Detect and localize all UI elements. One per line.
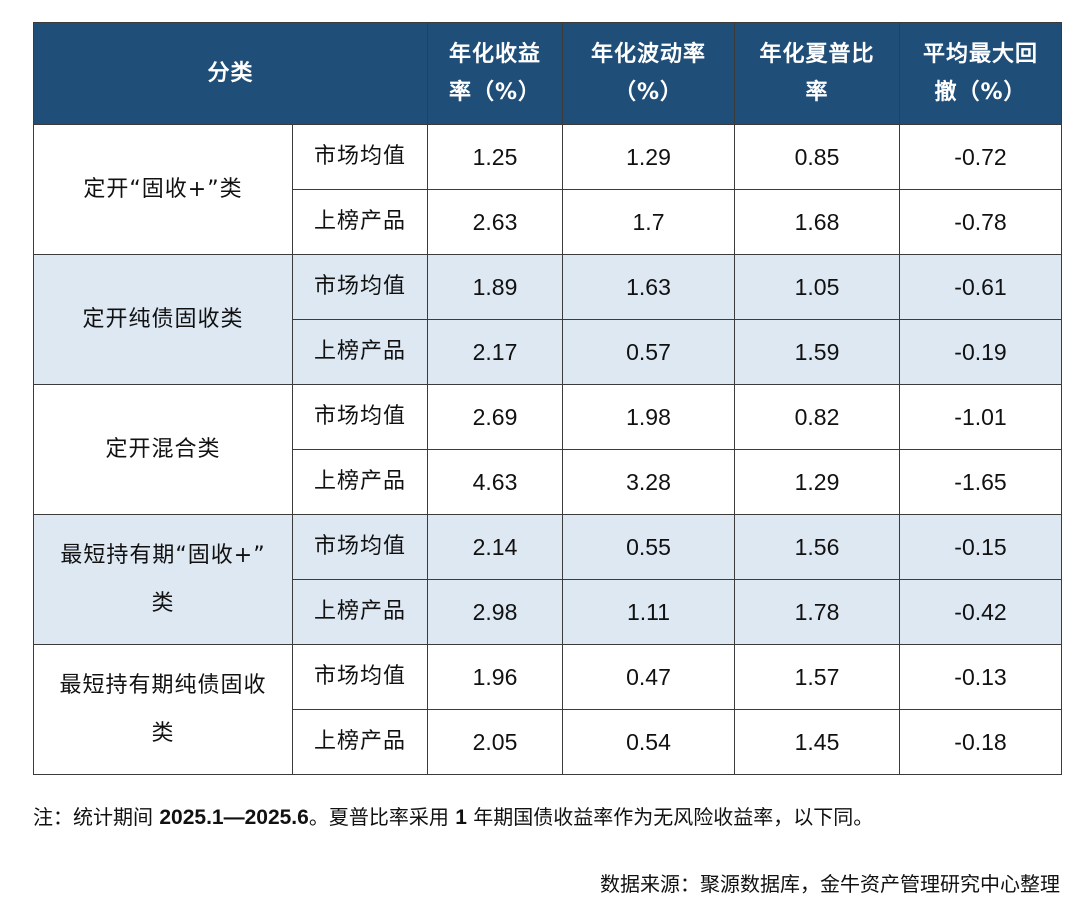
data-table: 分类 年化收益 率（%） 年化波动率 （%） 年化夏普比 率 平均最大回 撤（%… <box>32 22 1063 775</box>
annual-volatility-cell: 1.63 <box>562 254 736 320</box>
annual-volatility-cell: 0.55 <box>562 514 736 580</box>
header-category: 分类 <box>32 22 429 125</box>
annual-volatility-cell: 0.47 <box>562 644 736 710</box>
subcategory-cell: 市场均值 <box>291 384 429 450</box>
annual-return-cell: 2.14 <box>427 514 564 580</box>
subcategory-cell: 上榜产品 <box>291 449 429 515</box>
max-drawdown-cell: -0.18 <box>899 709 1063 775</box>
annual-return-cell: 2.05 <box>427 709 564 775</box>
sharpe-ratio-cell: 1.56 <box>734 514 901 580</box>
annual-volatility-cell: 0.57 <box>562 319 736 385</box>
category-cell: 最短持有期“固收+” 类 <box>33 514 293 645</box>
subcategory-cell: 市场均值 <box>291 514 429 580</box>
max-drawdown-cell: -0.15 <box>899 514 1063 580</box>
annual-return-cell: 2.17 <box>427 319 564 385</box>
sharpe-ratio-cell: 1.57 <box>734 644 901 710</box>
table-row: 上榜产品 2.98 1.11 1.78 -0.42 <box>34 579 1063 645</box>
annual-volatility-cell: 3.28 <box>562 449 736 515</box>
header-row: 分类 年化收益 率（%） 年化波动率 （%） 年化夏普比 率 平均最大回 撤（%… <box>32 22 1063 125</box>
category-cell: 最短持有期纯债固收 类 <box>33 644 293 775</box>
subcategory-cell: 市场均值 <box>291 644 429 710</box>
annual-return-cell: 2.63 <box>427 189 564 255</box>
subcategory-cell: 上榜产品 <box>291 189 429 255</box>
max-drawdown-cell: -0.19 <box>899 319 1063 385</box>
annual-return-cell: 4.63 <box>427 449 564 515</box>
sharpe-ratio-cell: 1.59 <box>734 319 901 385</box>
annual-return-cell: 2.98 <box>427 579 564 645</box>
subcategory-cell: 上榜产品 <box>291 579 429 645</box>
category-cell: 定开纯债固收类 <box>33 254 293 385</box>
sharpe-ratio-cell: 1.05 <box>734 254 901 320</box>
subcategory-cell: 上榜产品 <box>291 709 429 775</box>
sharpe-ratio-cell: 1.78 <box>734 579 901 645</box>
header-annual-return: 年化收益 率（%） <box>427 22 564 125</box>
annual-return-cell: 1.89 <box>427 254 564 320</box>
header-max-drawdown: 平均最大回 撤（%） <box>899 22 1063 125</box>
annual-volatility-cell: 0.54 <box>562 709 736 775</box>
annual-return-cell: 1.96 <box>427 644 564 710</box>
header-annual-volatility: 年化波动率 （%） <box>562 22 736 125</box>
annual-return-cell: 1.25 <box>427 124 564 190</box>
header-sharpe-ratio: 年化夏普比 率 <box>734 22 901 125</box>
annual-volatility-cell: 1.7 <box>562 189 736 255</box>
max-drawdown-cell: -0.78 <box>899 189 1063 255</box>
annual-volatility-cell: 1.11 <box>562 579 736 645</box>
max-drawdown-cell: -0.72 <box>899 124 1063 190</box>
annual-volatility-cell: 1.29 <box>562 124 736 190</box>
annual-return-cell: 2.69 <box>427 384 564 450</box>
table-row: 上榜产品 2.17 0.57 1.59 -0.19 <box>34 319 1063 385</box>
subcategory-cell: 市场均值 <box>291 124 429 190</box>
max-drawdown-cell: -0.42 <box>899 579 1063 645</box>
source-note: 数据来源：聚源数据库，金牛资产管理研究中心整理 <box>600 872 1060 896</box>
sharpe-ratio-cell: 1.45 <box>734 709 901 775</box>
subcategory-cell: 市场均值 <box>291 254 429 320</box>
table-row: 定开混合类 市场均值 2.69 1.98 0.82 -1.01 <box>33 384 1063 515</box>
max-drawdown-cell: -1.65 <box>899 449 1063 515</box>
category-cell: 定开“固收+”类 <box>33 124 293 255</box>
table-row: 上榜产品 4.63 3.28 1.29 -1.65 <box>34 449 1063 515</box>
table-row: 定开“固收+”类 市场均值 1.25 1.29 0.85 -0.72 <box>33 124 1063 255</box>
sharpe-ratio-cell: 1.68 <box>734 189 901 255</box>
max-drawdown-cell: -1.01 <box>899 384 1063 450</box>
sharpe-ratio-cell: 0.82 <box>734 384 901 450</box>
footnote: 注：统计期间 2025.1—2025.6。夏普比率采用 1 年期国债收益率作为无… <box>33 805 874 829</box>
table-row: 最短持有期“固收+” 类 市场均值 2.14 0.55 1.56 -0.15 <box>33 514 1063 645</box>
annual-volatility-cell: 1.98 <box>562 384 736 450</box>
table-row: 上榜产品 2.05 0.54 1.45 -0.18 <box>34 709 1063 775</box>
max-drawdown-cell: -0.13 <box>899 644 1063 710</box>
subcategory-cell: 上榜产品 <box>291 319 429 385</box>
table-row: 定开纯债固收类 市场均值 1.89 1.63 1.05 -0.61 <box>33 254 1063 385</box>
sharpe-ratio-cell: 0.85 <box>734 124 901 190</box>
max-drawdown-cell: -0.61 <box>899 254 1063 320</box>
category-cell: 定开混合类 <box>33 384 293 515</box>
sharpe-ratio-cell: 1.29 <box>734 449 901 515</box>
table-row: 最短持有期纯债固收 类 市场均值 1.96 0.47 1.57 -0.13 <box>33 644 1063 775</box>
